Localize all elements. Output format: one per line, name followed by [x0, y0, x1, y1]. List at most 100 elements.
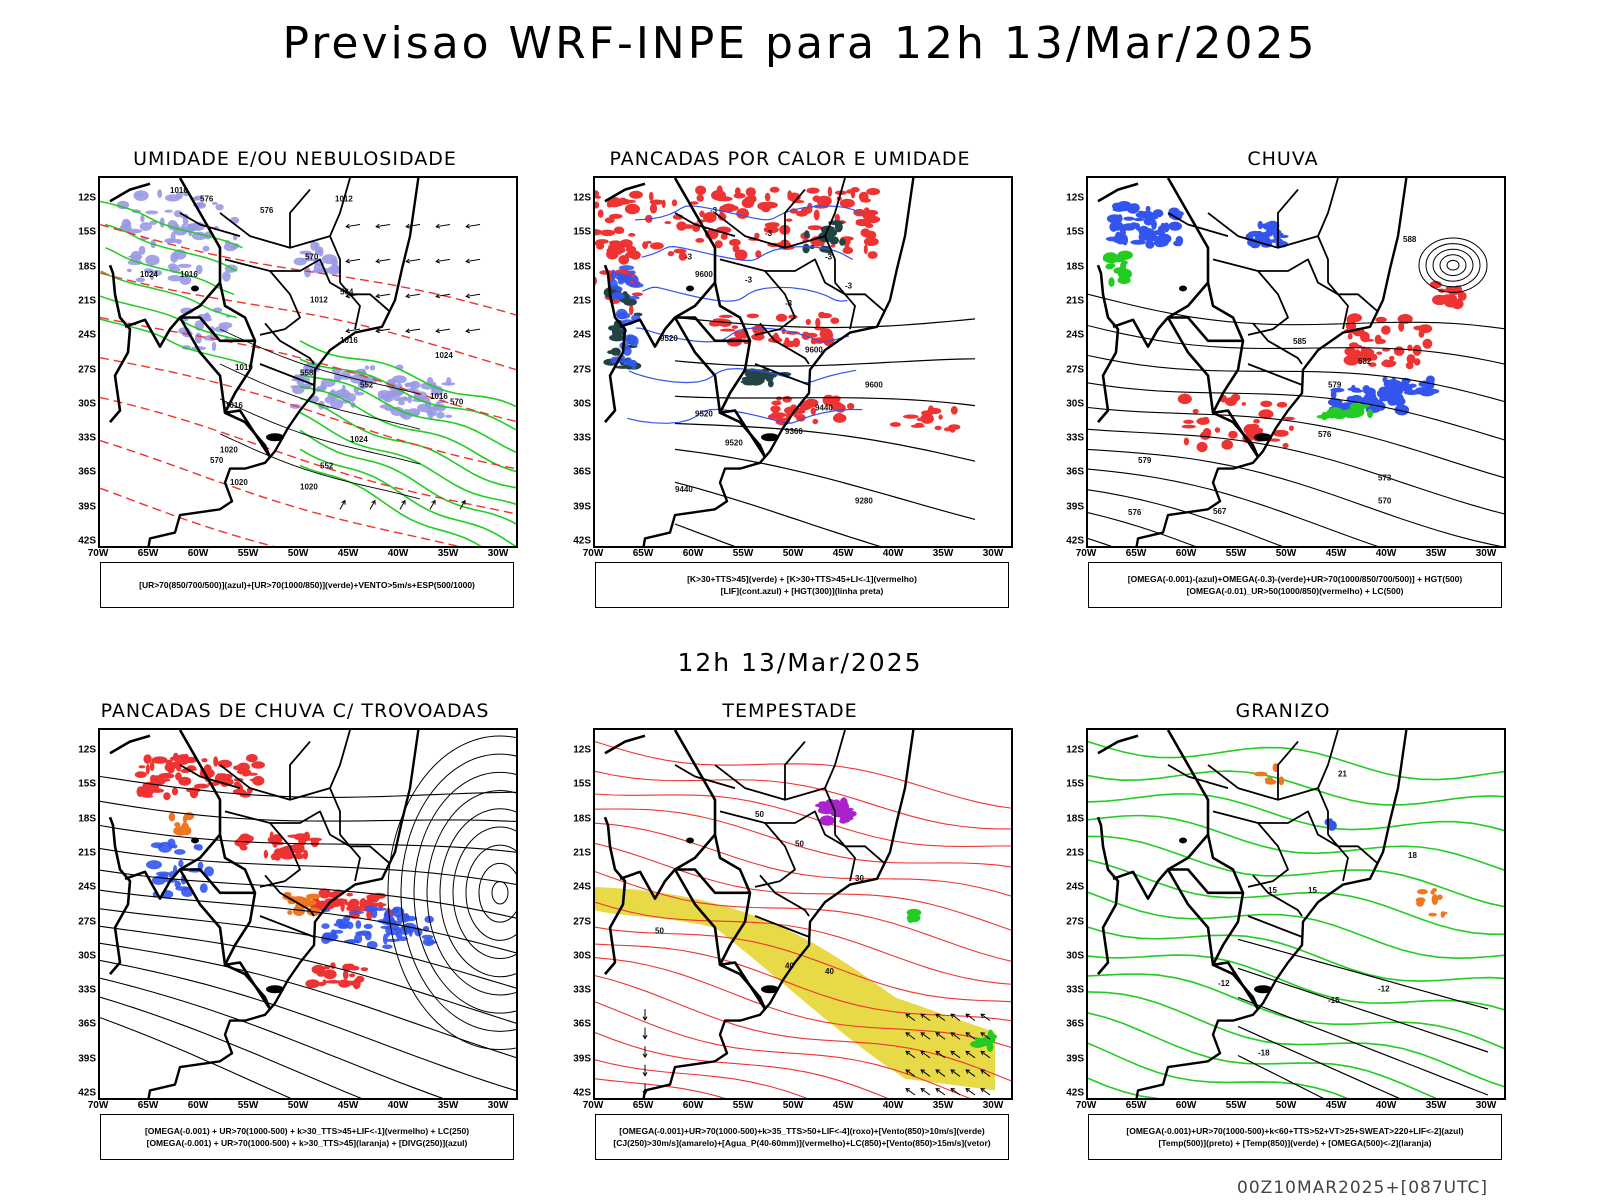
map-plot [98, 728, 518, 1100]
map-panel-1: UMIDADE E/OU NEBULOSIDADE 12S 15S 18S 21S 24S… [60, 148, 530, 608]
lon-tick-label: 50W [287, 1100, 309, 1111]
contour-labels: 1016 1012 1016 1024 1012 1016 1019 1016 1020 1020… [140, 186, 464, 491]
lat-tick-label: 36S [78, 466, 96, 478]
lat-tick-label: 30S [78, 950, 96, 962]
latitude-axis: 12S 15S 18S 21S 24S 27S 30S 33S 36S 39S 42S [1048, 176, 1084, 548]
svg-text:9520: 9520 [660, 334, 678, 343]
lat-tick-label: 39S [573, 501, 591, 513]
lon-tick-label: 35W [437, 548, 459, 559]
lat-tick-label: 33S [573, 432, 591, 444]
svg-text:570: 570 [210, 456, 224, 465]
lon-tick-label: 40W [882, 1100, 904, 1111]
longitude-axis: 70W 65W 60W 55W 50W 45W 40W 35W 30W [88, 1100, 518, 1114]
lon-tick-label: 30W [1475, 548, 1497, 559]
lon-tick-label: 30W [1475, 1100, 1497, 1111]
lon-tick-label: 45W [337, 548, 359, 559]
lif-contours [627, 205, 863, 424]
map-canvas: 50 40 30 40 50 50 [595, 730, 1011, 1098]
svg-text:576: 576 [200, 194, 214, 203]
lon-tick-label: 65W [632, 1100, 654, 1111]
lat-tick-label: 30S [1066, 398, 1084, 410]
svg-text:1020: 1020 [300, 483, 318, 492]
svg-text:1020: 1020 [230, 478, 248, 487]
geo-boundaries [603, 730, 915, 1098]
longitude-axis: 70W 65W 60W 55W 50W 45W 40W 35W 30W [583, 548, 1013, 562]
svg-text:-3: -3 [845, 281, 853, 290]
lat-tick-label: 15S [1066, 226, 1084, 238]
lon-tick-label: 60W [187, 548, 209, 559]
svg-text:9440: 9440 [675, 485, 693, 494]
map-plot: 1016 1012 1016 1024 1012 1016 1019 1016 1020 1020… [98, 176, 518, 548]
lon-tick-label: 45W [1325, 1100, 1347, 1111]
svg-text:18: 18 [1408, 851, 1417, 860]
lat-tick-label: 24S [78, 329, 96, 341]
lon-tick-label: 30W [487, 548, 509, 559]
svg-text:9600: 9600 [695, 270, 713, 279]
lon-tick-label: 60W [1175, 1100, 1197, 1111]
severe-storm-purple [815, 797, 857, 826]
svg-text:1016: 1016 [180, 270, 198, 279]
lat-tick-label: 36S [78, 1018, 96, 1030]
lif-fill [609, 265, 644, 370]
svg-text:1016: 1016 [170, 186, 188, 195]
panel-title: PANCADAS DE CHUVA C/ TROVOADAS [100, 700, 490, 722]
svg-text:9520: 9520 [695, 409, 713, 418]
lat-tick-label: 33S [1066, 432, 1084, 444]
map-panel-4: PANCADAS DE CHUVA C/ TROVOADAS 12S 15S 18S 2… [60, 700, 530, 1160]
map-canvas: 1016 1012 1016 1024 1012 1016 1019 1016 1020 1020… [100, 178, 516, 546]
streamlines [100, 775, 516, 1098]
lat-tick-label: 15S [78, 226, 96, 238]
lat-tick-label: 15S [573, 778, 591, 790]
lat-tick-label: 36S [1066, 1018, 1084, 1030]
lat-tick-label: 33S [78, 432, 96, 444]
svg-text:-15: -15 [1328, 996, 1340, 1005]
lon-tick-label: 45W [832, 1100, 854, 1111]
lon-tick-label: 60W [682, 1100, 704, 1111]
contour-labels: 588 585 582 579 576 573 570 567 579 576 [1128, 235, 1417, 517]
lon-tick-label: 70W [87, 548, 109, 559]
lon-tick-label: 35W [1425, 548, 1447, 559]
panel-legend: [OMEGA(-0.001)+UR>70(1000-500)+k>35_TTS>… [595, 1114, 1009, 1160]
panel-legend: [OMEGA(-0.001)-(azul)+OMEGA(-0.3)-(verde… [1088, 562, 1502, 608]
main-title: Previsao WRF-INPE para 12h 13/Mar/2025 [282, 18, 1318, 69]
map-panel-6: GRANIZO 12S 15S 18S 21S 24S 27S 30S 33S 36S 39S 42S… [1048, 700, 1518, 1160]
lon-tick-label: 70W [582, 1100, 604, 1111]
longitude-axis: 70W 65W 60W 55W 50W 45W 40W 35W 30W [88, 548, 518, 562]
lon-tick-label: 50W [1275, 1100, 1297, 1111]
lat-tick-label: 21S [573, 847, 591, 859]
panel-title: TEMPESTADE [722, 700, 858, 722]
svg-text:1024: 1024 [140, 270, 158, 279]
svg-text:576: 576 [1128, 508, 1142, 517]
lon-tick-label: 50W [1275, 548, 1297, 559]
legend-line: [Temp(500)](preto) + [Temp(850)](verde) … [1158, 1138, 1432, 1148]
svg-text:9360: 9360 [785, 427, 803, 436]
humidity-low-levels-north [100, 200, 247, 365]
legend-line: [LIF](cont.azul) + [HGT(300)](linha pret… [720, 586, 884, 596]
legend-line: [CJ(250)>30m/s](amarelo)+[Agua_P(40-60mm… [613, 1138, 991, 1148]
lat-tick-label: 27S [1066, 916, 1084, 927]
hail-blue [1324, 818, 1337, 831]
lon-tick-label: 65W [137, 548, 159, 559]
lon-tick-label: 35W [1425, 1100, 1447, 1111]
panel-legend: [UR>70(850/700/500)](azul)+[UR>70(1000/8… [100, 562, 514, 608]
lat-tick-label: 18S [1066, 813, 1084, 825]
lat-tick-label: 42S [573, 1087, 591, 1099]
humidity-shading [116, 189, 456, 420]
lat-tick-label: 12S [78, 744, 96, 756]
panel-legend: [OMEGA(-0.001) + UR>70(1000-500) + k>30_… [100, 1114, 514, 1160]
map-plot: 21 18 15 -12 -12 -15 -18 15 [1086, 728, 1506, 1100]
lat-tick-label: 33S [573, 984, 591, 996]
map-canvas: 9600 9520 9600 9520 9440 9360 9600 9520 9440 9280… [595, 178, 976, 546]
lat-tick-label: 24S [573, 881, 591, 893]
legend-line: [UR>70(850/700/500)](azul)+[UR>70(1000/8… [139, 580, 475, 590]
geo-boundaries [603, 178, 915, 546]
longitude-axis: 70W 65W 60W 55W 50W 45W 40W 35W 30W [583, 1100, 1013, 1114]
svg-text:564: 564 [340, 287, 354, 296]
jet-stream-fill [595, 886, 995, 1091]
svg-text:588: 588 [1403, 235, 1417, 244]
svg-text:-3: -3 [745, 276, 753, 285]
svg-text:1012: 1012 [310, 295, 328, 304]
lat-tick-label: 36S [573, 466, 591, 478]
svg-text:570: 570 [305, 252, 319, 261]
humidity-low-levels [299, 340, 516, 546]
